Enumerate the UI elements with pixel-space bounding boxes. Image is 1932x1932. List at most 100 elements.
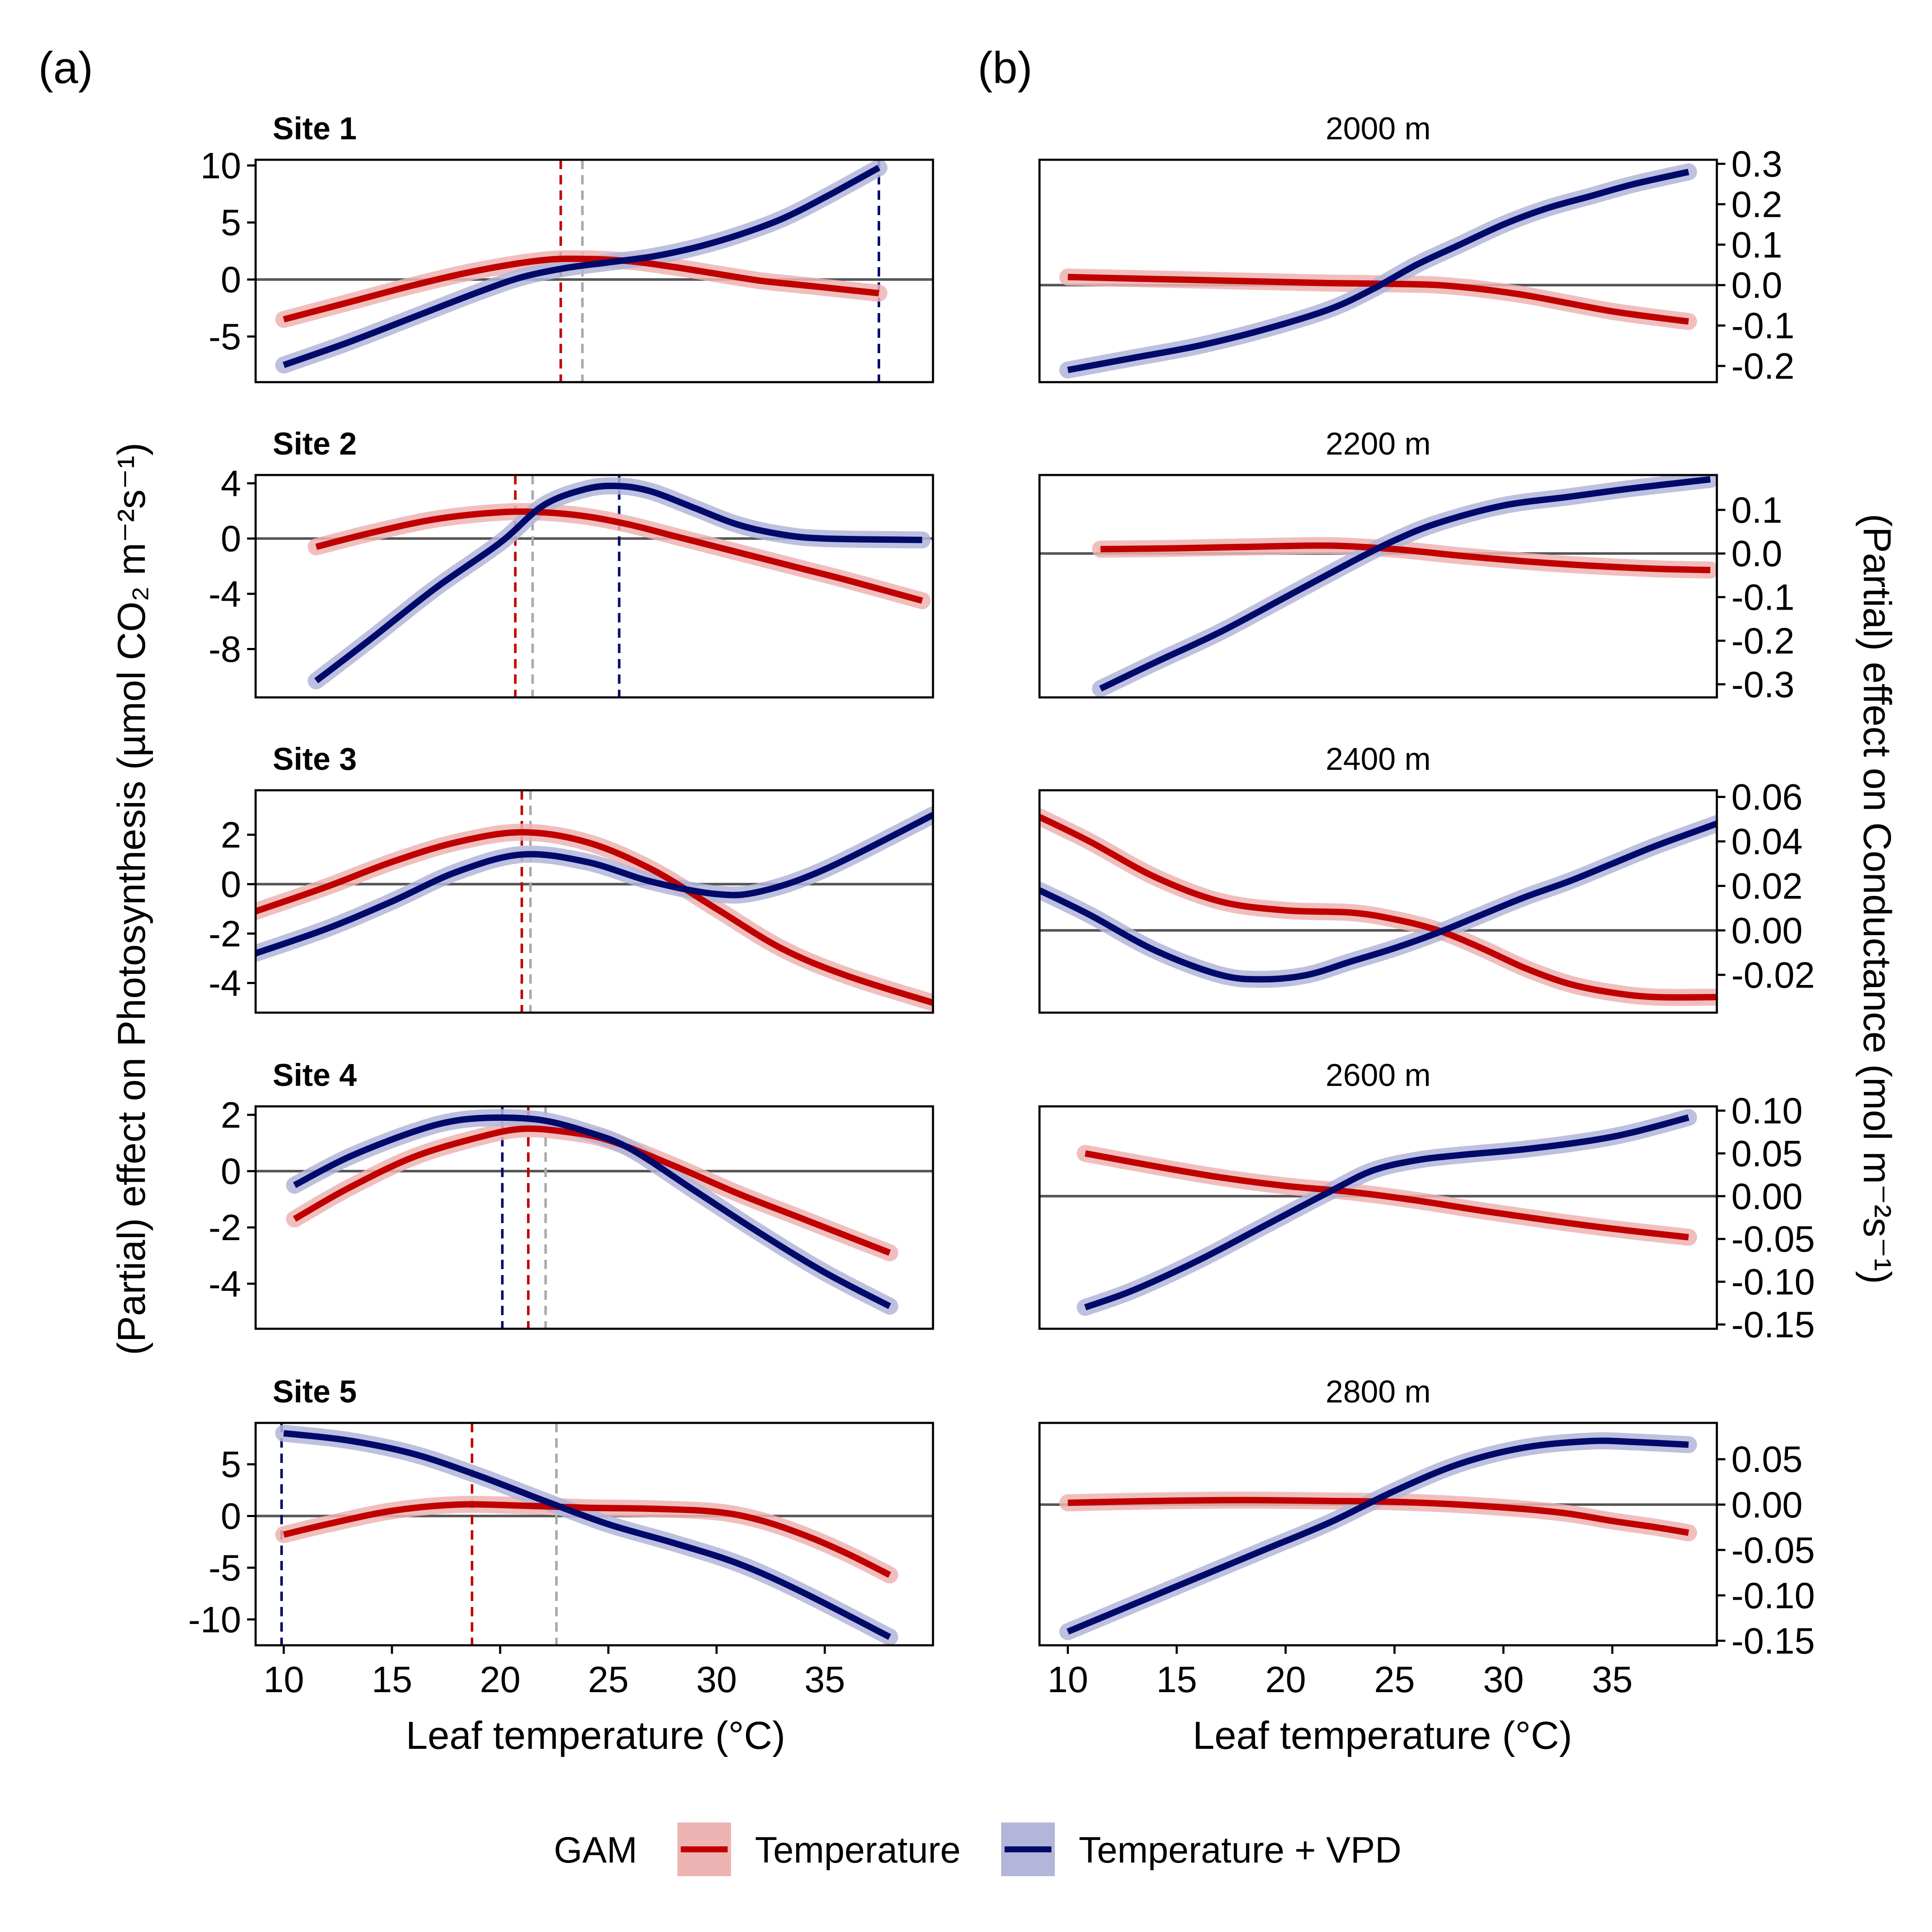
series-line-temperature: [315, 508, 923, 604]
y-tick-label: 0: [221, 518, 241, 559]
panel-title-2800-m: 2800 m: [1326, 1374, 1431, 1409]
plot-frame: [1038, 1105, 1718, 1330]
series-line-temperature-vpd: [314, 482, 922, 684]
y-tick-label: 0.1: [1731, 225, 1782, 265]
legend-title: GAM: [554, 1830, 637, 1871]
y-tick-label: -0.2: [1731, 621, 1794, 662]
y-tick-label: -0.02: [1731, 955, 1815, 996]
legend-label-temperature-vpd: Temperature + VPD: [1079, 1830, 1402, 1871]
panel-title-2400-m: 2400 m: [1326, 741, 1431, 777]
x-tick-label: 20: [1265, 1659, 1306, 1700]
plot-frame: [1038, 1422, 1718, 1647]
plot-frame: [254, 1105, 934, 1330]
x-tick-label: 30: [696, 1659, 737, 1700]
panel-2600-m: 2600 m -0.15-0.10-0.050.000.050.10: [1038, 1057, 1815, 1345]
x-tick-label: 35: [804, 1659, 845, 1700]
plot-area-2400-m: [1039, 808, 1717, 1006]
x-tick-label: 25: [1374, 1659, 1415, 1700]
y-tick-label: 0.00: [1731, 910, 1802, 951]
y-tick-label: 10: [200, 145, 241, 186]
series-line-temperature: [293, 1125, 891, 1256]
series-line-temperature-vpd: [256, 812, 933, 956]
y-tick-label: 0.3: [1731, 144, 1782, 184]
y-tick-label: 0.04: [1731, 821, 1802, 862]
y-tick-label: 0.02: [1731, 866, 1802, 907]
plot-frame: [1038, 474, 1718, 699]
x-tick-label: 10: [263, 1659, 304, 1700]
y-tick-label: -4: [209, 1264, 241, 1304]
panel-site-2: Site 2 -8 -4 0 4: [209, 426, 934, 699]
y-tick-label: -0.1: [1731, 305, 1794, 346]
y-tick-label: 5: [221, 202, 241, 243]
plot-frame: [1038, 789, 1718, 1014]
y-tick-label: 0: [221, 1151, 241, 1192]
panel-title-2000-m: 2000 m: [1326, 111, 1431, 146]
plot-area-site-3: [256, 790, 933, 1013]
y-tick-label: -2: [209, 913, 241, 954]
y-tick-label: 0.05: [1731, 1439, 1802, 1480]
plot-area-2800-m: [1039, 1432, 1717, 1640]
series-line-temperature: [1068, 274, 1689, 325]
y-tick-label: 0.0: [1731, 533, 1782, 574]
panel-title-2200-m: 2200 m: [1326, 426, 1431, 461]
panel-title-2600-m: 2600 m: [1326, 1057, 1431, 1093]
x-axis-label-right: Leaf temperature (°C): [1193, 1714, 1572, 1757]
series-line-temperature: [283, 1501, 891, 1578]
y-tick-label: -4: [209, 963, 241, 1004]
panel-site-1: Site 1 -5 0 5 10: [200, 111, 934, 383]
series-line-temperature: [1085, 1150, 1689, 1241]
y-tick-label: 0: [221, 864, 241, 905]
series-line-temperature: [1100, 542, 1710, 573]
panel-site-4: Site 4 -4 -2 0 2: [209, 1057, 934, 1330]
y-tick-label: 5: [221, 1444, 241, 1485]
y-tick-label: -0.10: [1731, 1575, 1815, 1616]
panel-2400-m: 2400 m -0.020.000.020.040.06: [1038, 741, 1815, 1014]
series-line-temperature-vpd: [1066, 1437, 1689, 1635]
series-band-temperature: [1039, 808, 1717, 1006]
panel-a-label: (a): [38, 43, 93, 93]
panel-site-5: Site 5 -10 -5 0 5 10 15 20 25 30 35: [188, 1374, 934, 1700]
y-tick-label: -0.05: [1731, 1219, 1815, 1260]
plot-frame: [254, 1422, 934, 1647]
y-tick-label: -0.15: [1731, 1304, 1815, 1345]
series-band-temperature-vpd: [1092, 475, 1717, 697]
y-tick-label: 4: [221, 463, 241, 504]
y-tick-label: -5: [209, 1548, 241, 1589]
y-tick-label: -10: [188, 1599, 241, 1640]
x-tick-label: 10: [1048, 1659, 1088, 1700]
x-tick-label: 15: [1156, 1659, 1197, 1700]
plot-area-2000-m: [1039, 163, 1717, 379]
y-tick-label: -0.15: [1731, 1621, 1815, 1661]
panel-site-3: Site 3 -4 -2 0 2: [209, 741, 934, 1014]
panel-title-site-3: Site 3: [273, 741, 357, 777]
plot-frame: [1038, 158, 1718, 383]
y-tick-label: 0.10: [1731, 1091, 1802, 1132]
y-tick-label: 0.00: [1731, 1485, 1802, 1526]
series-line-temperature: [1039, 814, 1717, 1001]
y-tick-label: 0: [221, 259, 241, 300]
y-tick-label: 0.00: [1731, 1176, 1802, 1217]
panel-2000-m: 2000 m -0.2-0.10.00.10.20.3: [1038, 111, 1794, 387]
y-axis-label-left: (Partial) effect on Photosynthesis (µmol…: [110, 443, 153, 1355]
panel-2800-m: 2800 m -0.15 -0.10-0.050.00 0.05 10 15 20 25 30 3…: [1038, 1374, 1815, 1700]
series-line-temperature-vpd: [1099, 476, 1711, 692]
y-tick-label: 0: [221, 1496, 241, 1537]
plot-frame: [254, 474, 934, 699]
series-line-temperature-vpd: [1067, 169, 1690, 373]
panel-title-site-4: Site 4: [273, 1057, 357, 1093]
plot-area-2200-m: [1039, 475, 1717, 697]
plot-area-site-2: [256, 475, 933, 697]
y-tick-label: -0.3: [1731, 664, 1794, 705]
y-tick-label: -2: [209, 1207, 241, 1248]
plot-area-site-4: [256, 1106, 933, 1329]
y-tick-label: -0.1: [1731, 577, 1794, 618]
legend-label-temperature: Temperature: [755, 1830, 961, 1871]
y-tick-label: 0.1: [1731, 490, 1782, 531]
panel-title-site-2: Site 2: [273, 426, 357, 461]
y-tick-label: 0.06: [1731, 777, 1802, 818]
panel-b-label: (b): [978, 43, 1032, 93]
y-tick-label: 2: [221, 815, 241, 855]
series-band-temperature-vpd: [1077, 1109, 1697, 1316]
series-line-temperature-vpd: [293, 1114, 891, 1309]
